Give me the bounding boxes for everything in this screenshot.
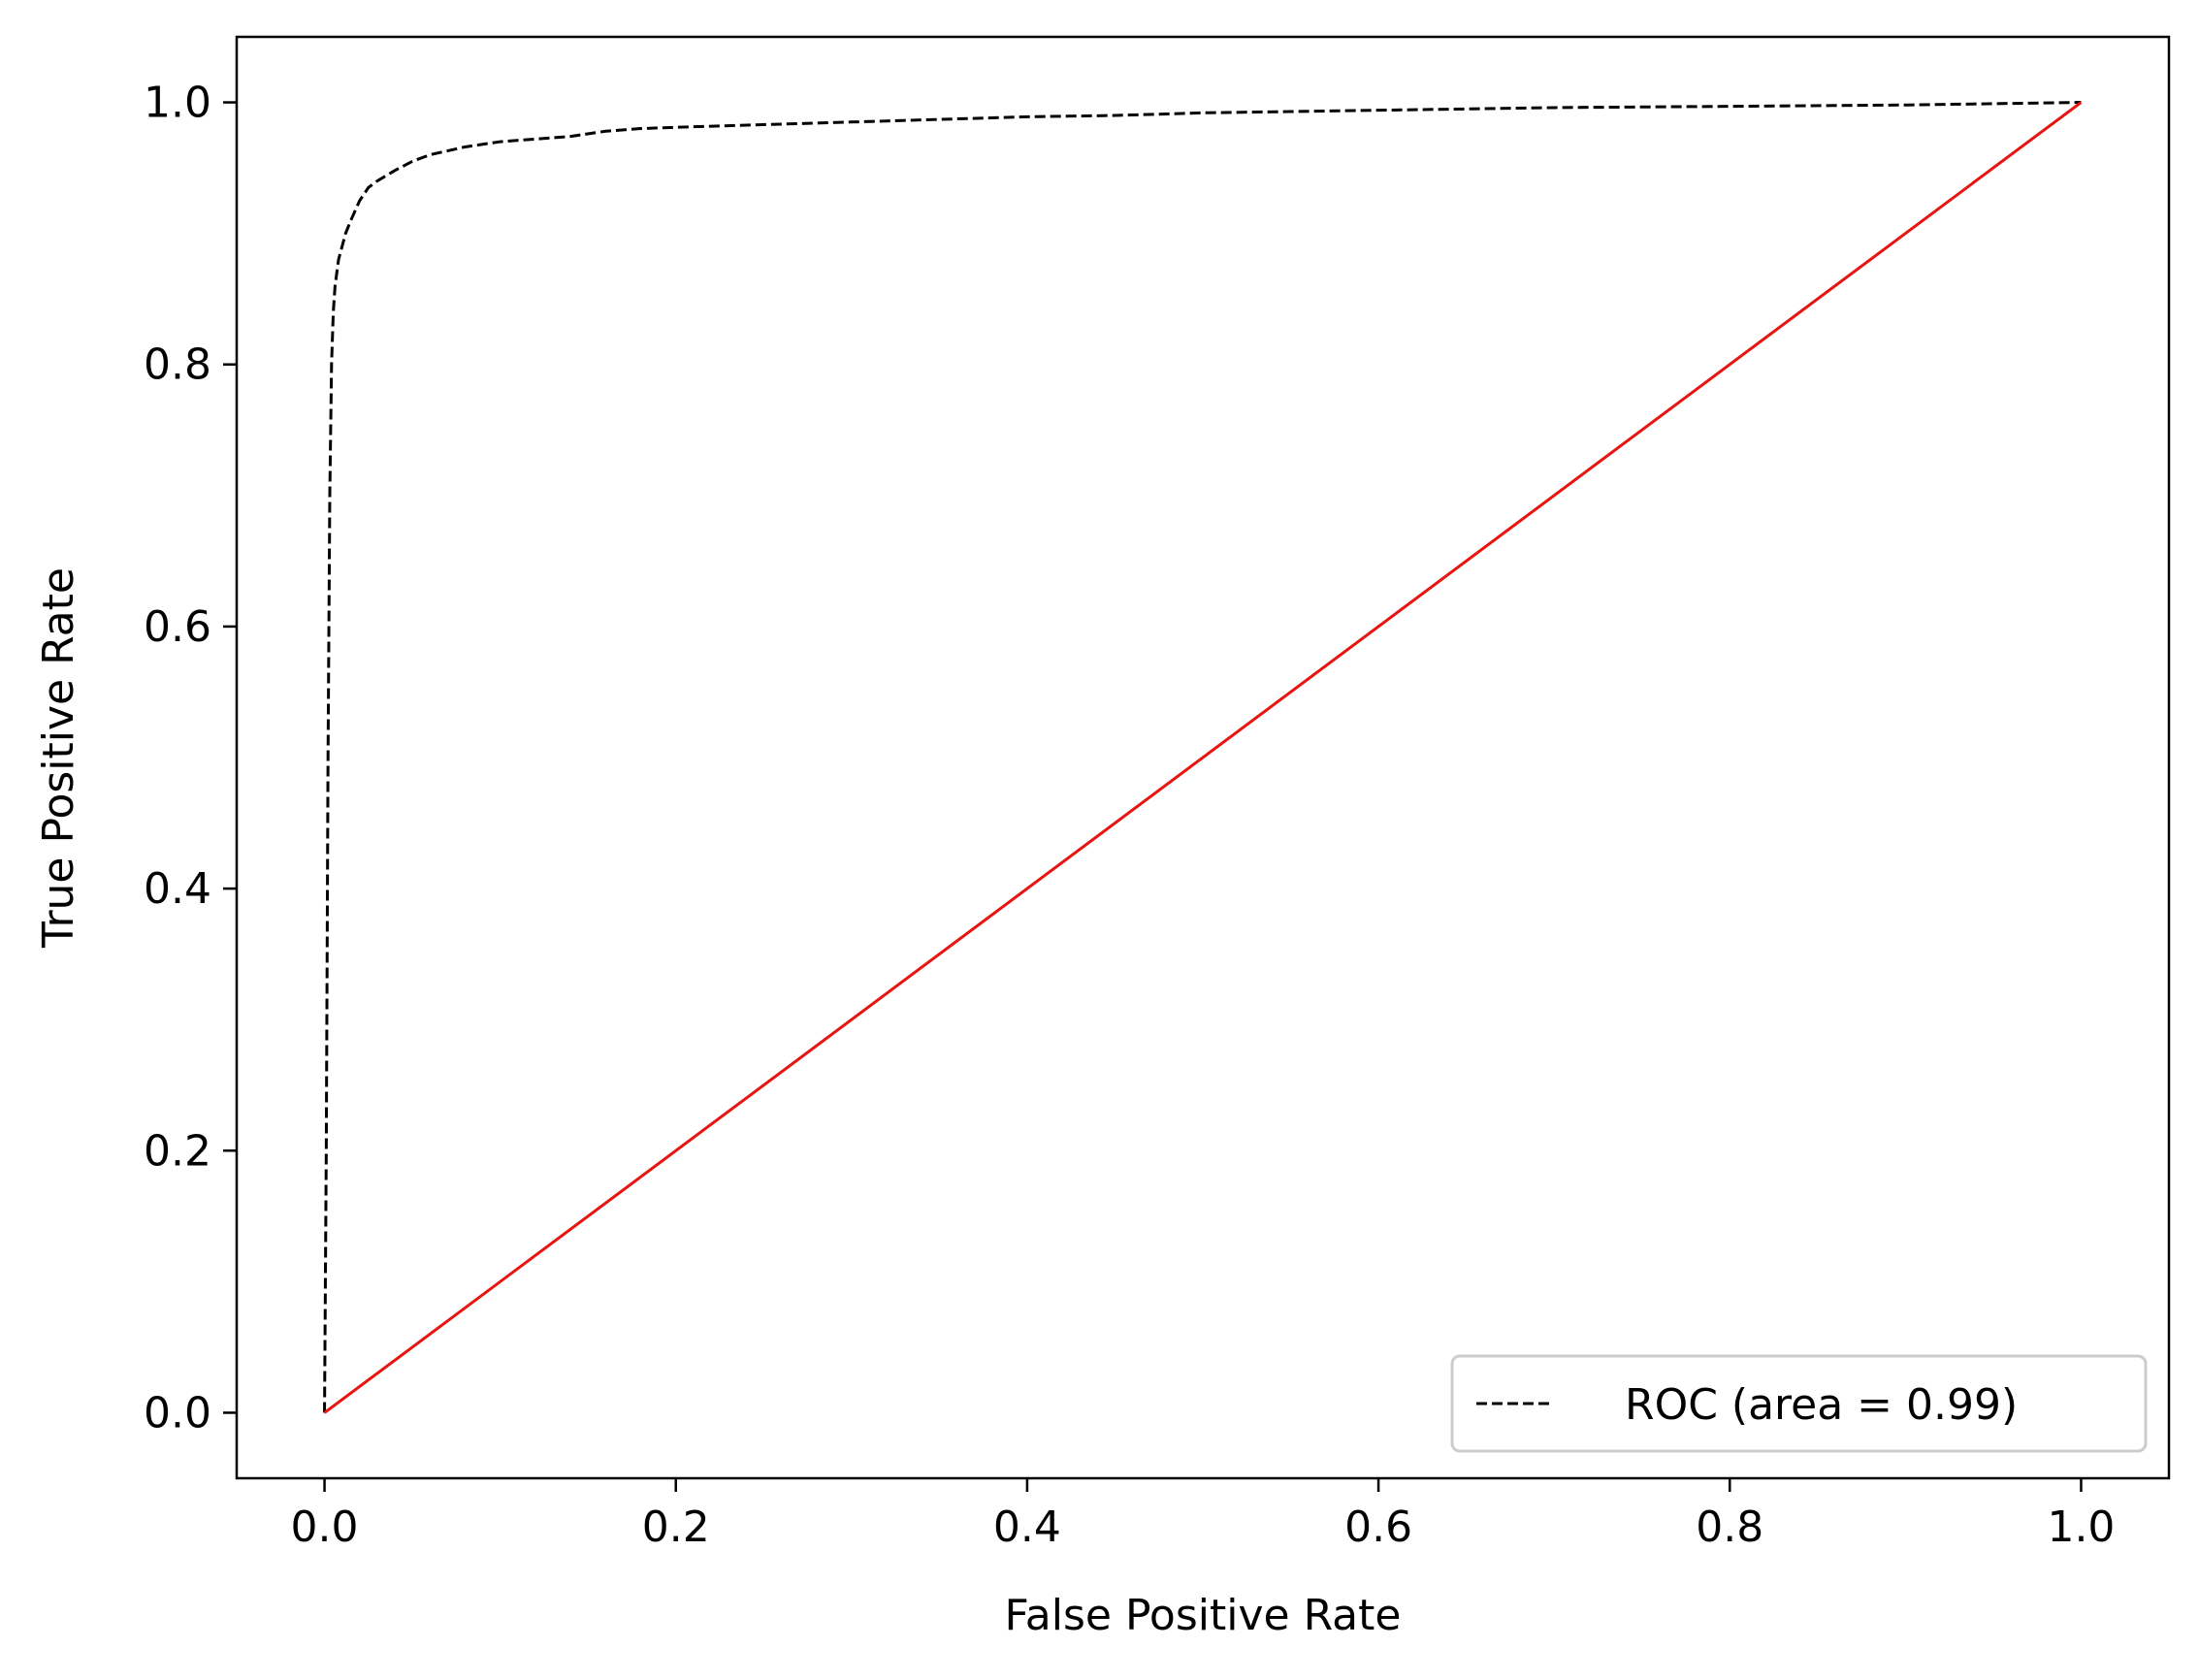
x-tick-label: 0.6: [1344, 1502, 1412, 1552]
x-tick-label: 0.4: [993, 1502, 1061, 1552]
axes-frame: [235, 35, 2171, 1480]
axes: 0.0 0.2 0.4 0.6 0.8 1.0 0.0 0.2 0.4 0.6 0.8 1.0: [144, 35, 2171, 1552]
y-axis-label: True Positive Rate: [34, 567, 83, 949]
y-tick-label: 0.8: [144, 340, 211, 390]
chance-diagonal-line: [323, 101, 2083, 1414]
y-tick-label: 1.0: [144, 79, 211, 128]
y-tick-label: 0.6: [144, 602, 211, 652]
x-tick-label: 0.8: [1696, 1502, 1763, 1552]
y-tick-label: 0.4: [144, 864, 211, 914]
y-tick-label: 0.0: [144, 1388, 211, 1438]
x-tick-label: 0.2: [642, 1502, 710, 1552]
x-tick-label: 1.0: [2047, 1502, 2115, 1552]
plot-area: [323, 101, 2083, 1414]
legend: ROC (area = 0.99): [1450, 1354, 2148, 1453]
legend-box: [1450, 1354, 2148, 1453]
x-tick-label: 0.0: [291, 1502, 359, 1552]
x-axis-label: False Positive Rate: [1005, 1591, 1402, 1640]
legend-label-roc: ROC (area = 0.99): [1625, 1380, 2018, 1430]
y-tick-label: 0.2: [144, 1126, 211, 1176]
roc-curve-line: [323, 101, 2082, 1413]
